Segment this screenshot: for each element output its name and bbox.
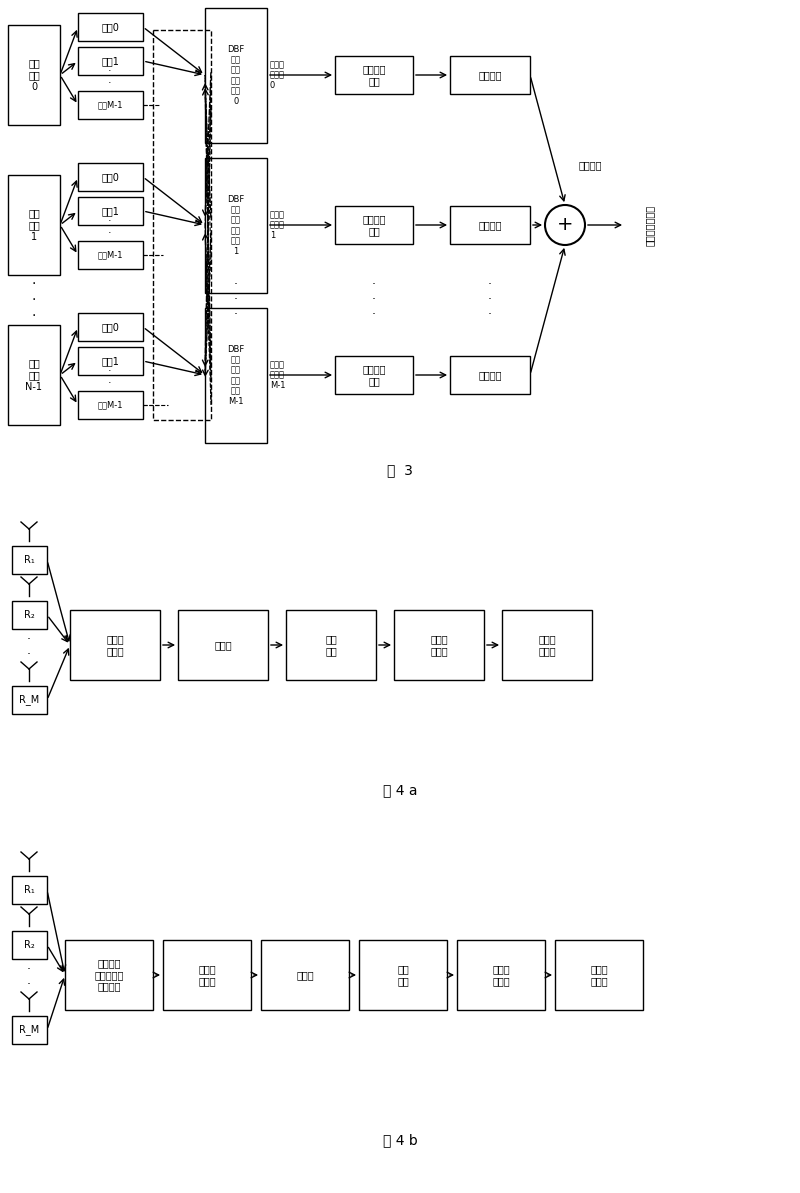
Text: ·
·
·: · · ·: [488, 278, 492, 321]
Bar: [78, 347, 143, 375]
Text: R₂: R₂: [24, 610, 35, 620]
Bar: [205, 308, 267, 443]
Text: 图 4 a: 图 4 a: [382, 783, 418, 797]
Text: 接收波
束形成: 接收波 束形成: [198, 964, 216, 985]
Text: 逆傅里
叶变换: 逆傅里 叶变换: [538, 635, 556, 656]
Text: 频率搬移: 频率搬移: [478, 370, 502, 381]
Text: 子带1: 子带1: [102, 56, 119, 66]
Bar: [261, 940, 349, 1010]
Bar: [8, 324, 60, 425]
Bar: [78, 163, 143, 191]
Text: 接收
阵元
N-1: 接收 阵元 N-1: [26, 358, 42, 391]
Text: 子带匹配
滤波: 子带匹配 滤波: [362, 64, 386, 86]
Bar: [335, 206, 413, 245]
Text: 频率搬移: 频率搬移: [478, 70, 502, 80]
Bar: [450, 356, 530, 394]
Text: 倒数频
谱加窗: 倒数频 谱加窗: [430, 635, 448, 656]
Text: DBF
数字
波束
形成
单元
M-1: DBF 数字 波束 形成 单元 M-1: [227, 345, 245, 406]
Bar: [457, 940, 545, 1010]
Text: 子带1: 子带1: [102, 356, 119, 366]
Bar: [205, 8, 267, 143]
Text: 匹配
滤波: 匹配 滤波: [325, 635, 337, 656]
Text: 图 4 b: 图 4 b: [382, 1133, 418, 1146]
Text: 子带M-1: 子带M-1: [98, 100, 123, 110]
Text: 宽带综合距离像: 宽带综合距离像: [645, 204, 655, 246]
Bar: [12, 601, 47, 629]
Text: +: +: [557, 216, 574, 235]
Text: ·
·
·: · · ·: [32, 277, 36, 323]
Bar: [12, 931, 47, 959]
Text: R₂: R₂: [24, 940, 35, 950]
Bar: [8, 25, 60, 125]
Text: ·
·
·: · · ·: [234, 278, 238, 321]
Bar: [78, 91, 143, 119]
Bar: [502, 610, 592, 680]
Text: ·
·
·: · · ·: [108, 67, 112, 99]
Text: 子带0: 子带0: [102, 322, 119, 332]
Text: 子带M-1: 子带M-1: [98, 251, 123, 260]
Text: 方位合
成信号
M-1: 方位合 成信号 M-1: [270, 360, 286, 390]
Text: 子带M-1: 子带M-1: [98, 401, 123, 409]
Bar: [450, 56, 530, 94]
Text: 频域合并: 频域合并: [578, 160, 602, 169]
Bar: [335, 56, 413, 94]
Bar: [12, 686, 47, 713]
Text: 倒数频
谱加窗: 倒数频 谱加窗: [492, 964, 510, 985]
Bar: [12, 876, 47, 904]
Bar: [335, 356, 413, 394]
Text: 子带匹配
滤波: 子带匹配 滤波: [362, 364, 386, 385]
Bar: [70, 610, 160, 680]
Bar: [78, 13, 143, 41]
Bar: [12, 1016, 47, 1044]
Bar: [450, 206, 530, 245]
Text: 子带0: 子带0: [102, 21, 119, 32]
Text: 子带0: 子带0: [102, 172, 119, 183]
Bar: [78, 313, 143, 341]
Text: R_M: R_M: [19, 1025, 40, 1036]
Bar: [163, 940, 251, 1010]
Text: DBF
数字
波束
形成
单元
0: DBF 数字 波束 形成 单元 0: [227, 45, 245, 106]
Bar: [78, 241, 143, 268]
Text: 方位合
成信号
0: 方位合 成信号 0: [270, 60, 285, 89]
Text: ·
·
·: · · ·: [372, 278, 376, 321]
Text: ·
·
·: · · ·: [108, 216, 112, 249]
Text: 子带1: 子带1: [102, 206, 119, 216]
Text: DBF
数字
波束
形成
单元
1: DBF 数字 波束 形成 单元 1: [227, 194, 245, 256]
Bar: [286, 610, 376, 680]
Bar: [78, 197, 143, 225]
Bar: [8, 175, 60, 276]
Bar: [205, 157, 267, 293]
Bar: [12, 546, 47, 574]
Bar: [394, 610, 484, 680]
Text: 图  3: 图 3: [387, 463, 413, 477]
Bar: [78, 391, 143, 419]
Text: 方位合
成信号
1: 方位合 成信号 1: [270, 210, 285, 240]
Text: ·
·
·: · · ·: [27, 633, 31, 676]
Text: 接收
阵元
1: 接收 阵元 1: [28, 209, 40, 242]
Text: 子带匹配
滤波: 子带匹配 滤波: [362, 215, 386, 236]
Bar: [65, 940, 153, 1010]
Text: ·
·
·: · · ·: [108, 366, 112, 400]
Text: 预处理: 预处理: [214, 639, 232, 650]
Text: ·
·
·: · · ·: [27, 964, 31, 1007]
Bar: [359, 940, 447, 1010]
Text: 逆傅里
叶变换: 逆傅里 叶变换: [590, 964, 608, 985]
Bar: [78, 47, 143, 75]
Text: 预处理: 预处理: [296, 970, 314, 979]
Text: R_M: R_M: [19, 694, 40, 705]
Text: 匹配
滤波: 匹配 滤波: [397, 964, 409, 985]
Bar: [153, 30, 211, 420]
Bar: [178, 610, 268, 680]
Text: 接收波
束形成: 接收波 束形成: [106, 635, 124, 656]
Text: 接收
阵元
0: 接收 阵元 0: [28, 58, 40, 92]
Text: R₁: R₁: [24, 555, 35, 565]
Text: R₁: R₁: [24, 885, 35, 895]
Bar: [555, 940, 643, 1010]
Text: 频率搬移: 频率搬移: [478, 220, 502, 230]
Text: 子带信号
奇、偶子集
分别接收: 子带信号 奇、偶子集 分别接收: [94, 958, 124, 991]
